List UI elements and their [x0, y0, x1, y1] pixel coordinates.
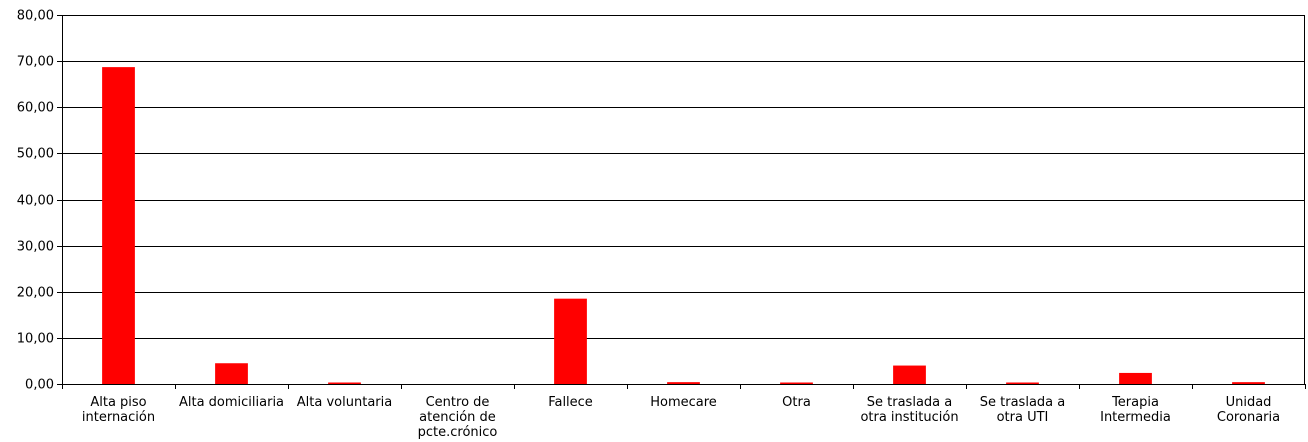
- bar: [1119, 372, 1152, 384]
- x-category-label: Fallece: [548, 395, 593, 410]
- y-tick-label: 0,00: [25, 378, 54, 393]
- bar: [1006, 382, 1039, 384]
- x-category-label: Alta piso internación: [82, 395, 155, 425]
- x-category-label: Se traslada a otra institución: [860, 395, 958, 425]
- plot-border: [62, 15, 1305, 385]
- y-tick-label: 40,00: [17, 194, 54, 209]
- x-category-label: Alta domiciliaria: [179, 395, 284, 410]
- bar: [893, 365, 926, 384]
- bar: [554, 298, 587, 384]
- x-axis-category-labels: Alta piso internación Alta domiciliaria Alt…: [82, 395, 1280, 440]
- y-tick-label: 10,00: [17, 332, 54, 347]
- y-tick-label: 30,00: [17, 240, 54, 255]
- y-tick-label: 70,00: [17, 55, 54, 70]
- bar: [1232, 382, 1265, 384]
- x-category-label: Homecare: [650, 395, 717, 410]
- gridlines: [62, 15, 1305, 385]
- y-tick-label: 20,00: [17, 286, 54, 301]
- bar: [780, 382, 813, 384]
- bars: [102, 67, 1265, 384]
- y-tick-label: 50,00: [17, 147, 54, 162]
- axes: [57, 15, 1306, 389]
- y-tick-label: 60,00: [17, 101, 54, 116]
- x-category-label: Se traslada a otra UTI: [980, 395, 1065, 425]
- y-axis-tick-labels: 0,00 10,00 20,00 30,00 40,00 50,00 60,00 70,00 8…: [17, 9, 54, 393]
- x-category-label: Otra: [782, 395, 811, 410]
- bar: [328, 382, 361, 384]
- bar: [215, 363, 248, 384]
- x-category-label: Centro de atención de pcte.crónico: [418, 395, 498, 440]
- x-category-label: Terapia Intermedia: [1100, 395, 1171, 425]
- x-category-label: Alta voluntaria: [297, 395, 392, 410]
- bar: [667, 382, 700, 384]
- y-tick-label: 80,00: [17, 9, 54, 24]
- x-category-label: Unidad Coronaria: [1217, 395, 1280, 425]
- bar: [102, 67, 135, 384]
